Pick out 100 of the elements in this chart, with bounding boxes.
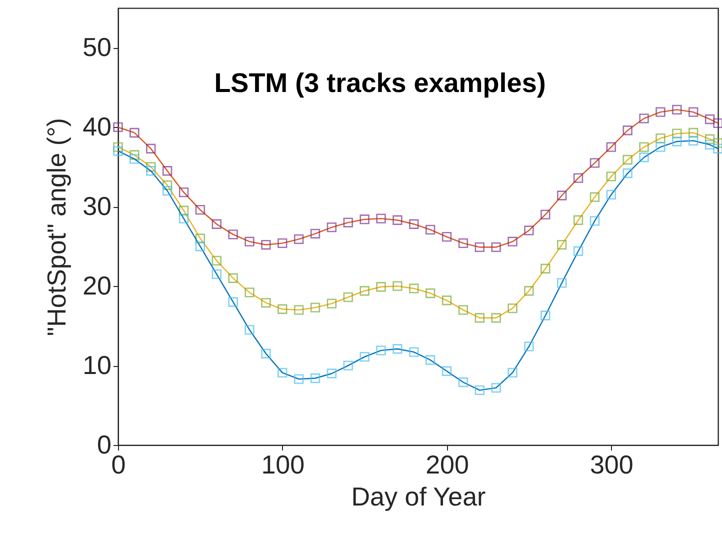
- point: [442, 232, 452, 242]
- point: [425, 288, 436, 298]
- point: [178, 206, 189, 216]
- point: [244, 288, 254, 298]
- y-axis-title: "HotSpot" angle (°): [42, 118, 72, 336]
- point: [540, 310, 550, 320]
- y-tick-label: 30: [82, 191, 112, 222]
- point: [326, 222, 337, 232]
- point: [228, 297, 238, 307]
- point: [458, 238, 468, 248]
- point: [508, 236, 518, 246]
- point: [178, 188, 189, 198]
- point: [360, 352, 370, 362]
- point: [261, 240, 271, 250]
- point: [360, 214, 370, 224]
- point: [113, 122, 123, 132]
- point: [622, 126, 632, 136]
- point: [656, 142, 666, 152]
- point: [278, 368, 288, 378]
- point: [704, 114, 715, 124]
- point: [343, 360, 353, 370]
- point: [244, 236, 254, 246]
- point: [606, 190, 616, 200]
- point: [639, 142, 649, 152]
- point: [540, 210, 550, 220]
- point: [278, 238, 288, 248]
- point: [590, 192, 600, 202]
- point: [540, 264, 550, 274]
- y-tick-label: 20: [82, 270, 112, 301]
- point: [639, 152, 649, 162]
- point: [557, 278, 567, 288]
- point: [244, 324, 254, 335]
- point: [376, 346, 386, 356]
- point: [573, 215, 584, 225]
- point: [310, 373, 320, 384]
- point: [130, 128, 140, 138]
- point: [474, 385, 484, 396]
- text: LSTM (3 tracks examples): [214, 68, 546, 98]
- point: [606, 142, 616, 152]
- point: [162, 166, 172, 176]
- point: [376, 282, 386, 292]
- point: [656, 107, 666, 117]
- point: [392, 281, 402, 291]
- point: [442, 296, 452, 306]
- point: [672, 136, 682, 146]
- point: [606, 172, 616, 182]
- point: [376, 214, 386, 224]
- point: [162, 180, 172, 190]
- point: [590, 158, 600, 168]
- point: [688, 128, 698, 138]
- point: [524, 226, 534, 236]
- point: [113, 146, 123, 156]
- point: [261, 348, 271, 358]
- point: [557, 240, 567, 250]
- y-tick-label: 10: [82, 350, 112, 380]
- point: [261, 298, 271, 308]
- point: [704, 140, 715, 150]
- point: [557, 190, 567, 200]
- point: [228, 273, 238, 283]
- point: [343, 292, 353, 302]
- point: [146, 166, 156, 176]
- point: [491, 382, 501, 393]
- point: [622, 168, 632, 178]
- x-tick-label: 200: [426, 450, 469, 480]
- point: [326, 298, 337, 308]
- point: [425, 224, 436, 235]
- point: [524, 342, 534, 352]
- point: [294, 305, 304, 315]
- point: [278, 304, 288, 314]
- point: [310, 228, 320, 238]
- point: [458, 377, 468, 388]
- point: [146, 162, 156, 172]
- point: [162, 186, 172, 196]
- point: [672, 104, 682, 115]
- y-tick-label: 0: [97, 430, 112, 460]
- point: [713, 138, 722, 148]
- point: [442, 366, 452, 376]
- point: [573, 173, 584, 183]
- point: [130, 154, 140, 164]
- point: [458, 305, 468, 315]
- point: [409, 219, 419, 229]
- point: [146, 144, 156, 154]
- point: [573, 246, 584, 256]
- point: [326, 368, 337, 378]
- point: [212, 269, 222, 280]
- point: [590, 216, 600, 226]
- point: [639, 114, 649, 124]
- y-tick-label: 50: [82, 32, 112, 62]
- point: [178, 214, 189, 224]
- point: [392, 215, 402, 225]
- point: [195, 242, 206, 252]
- point: [195, 234, 206, 244]
- point: [704, 134, 715, 144]
- point: [713, 144, 722, 154]
- point: [409, 347, 419, 357]
- point: [360, 286, 370, 296]
- point: [409, 284, 419, 294]
- point: [713, 118, 722, 128]
- point: [425, 355, 436, 365]
- point: [343, 218, 353, 228]
